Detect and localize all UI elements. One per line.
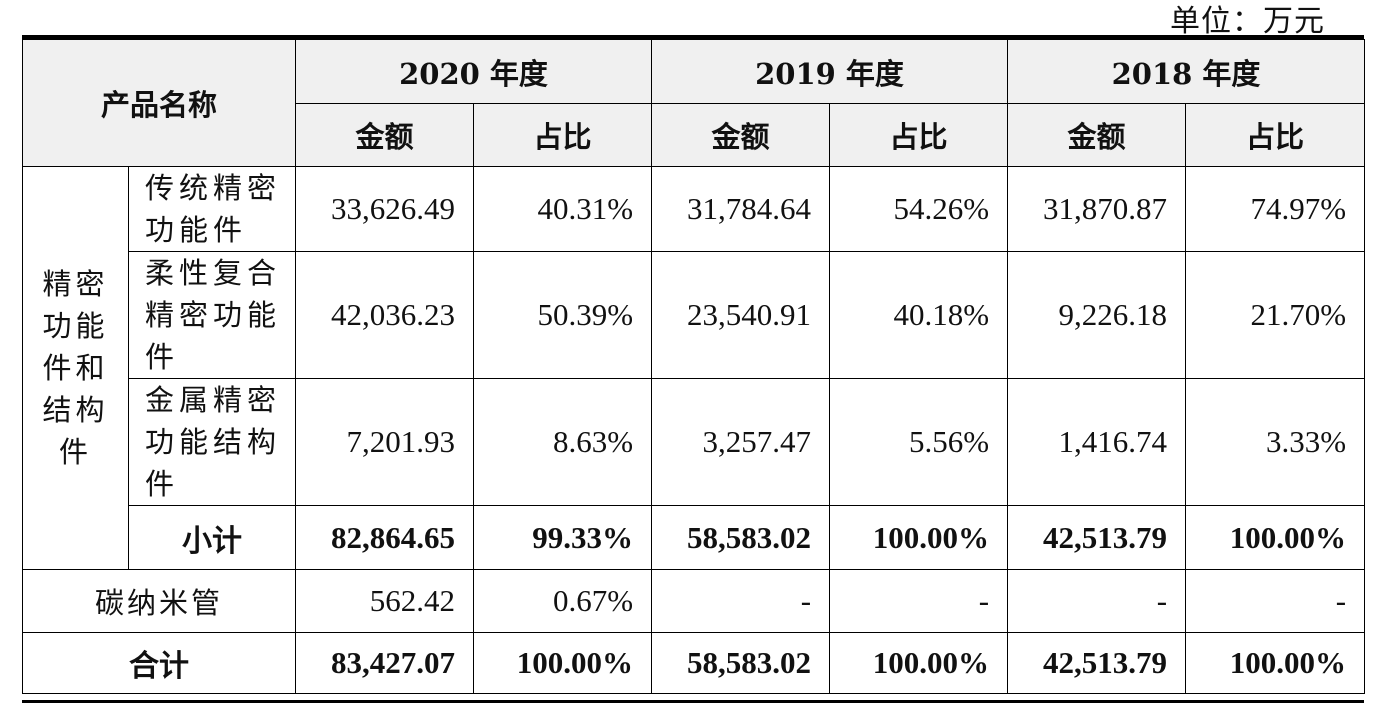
amount-2018-cell: 1,416.74 [1007,378,1187,506]
unit-label: 单位：万元 [1170,4,1325,39]
ratio-2020-cell: 100.00% [473,632,653,694]
amount-2018-cell: - [1007,569,1187,633]
ratio-2020-cell: 0.67% [473,569,653,633]
amount-2019-cell: 58,583.02 [651,505,831,570]
ratio-2018-cell: 74.97% [1185,166,1366,252]
total-row: 合计 83,427.07 100.00% 58,583.02 100.00% 4… [21,632,1366,694]
ratio-2018-cell: 3.33% [1185,378,1366,506]
amount-header-2019: 金额 [651,103,831,167]
ratio-2018-cell: 21.70% [1185,251,1366,379]
ratio-2019-cell: 54.26% [829,166,1009,252]
amount-2020-cell: 33,626.49 [295,166,475,252]
ratio-2018-cell: 100.00% [1185,632,1366,694]
amount-2019-cell: - [651,569,831,633]
amount-header-2020: 金额 [295,103,475,167]
year-header-2018: 2018 年度 [1007,39,1366,104]
amount-2020-cell: 82,864.65 [295,505,475,570]
ratio-2020-cell: 40.31% [473,166,653,252]
ratio-2019-cell: 100.00% [829,505,1009,570]
ratio-2019-cell: 40.18% [829,251,1009,379]
revenue-by-product-table: 产品名称 2020 年度 2019 年度 2018 年度 金额 占比 金额 占比… [21,39,1366,694]
year-header-2020: 2020 年度 [295,39,653,104]
header-row-metrics: 金额 占比 金额 占比 金额 占比 [23,103,1366,167]
amount-2019-cell: 31,784.64 [651,166,831,252]
ratio-2019-cell: 5.56% [829,378,1009,506]
ratio-2020-cell: 50.39% [473,251,653,379]
amount-2018-cell: 42,513.79 [1007,505,1187,570]
ratio-2020-cell: 8.63% [473,378,653,506]
ratio-2019-cell: - [829,569,1009,633]
header-row-years: 产品名称 2020 年度 2019 年度 2018 年度 [21,39,1366,167]
carbon-nanotube-label: 碳纳米管 [21,569,297,633]
ratio-2020-cell: 99.33% [473,505,653,570]
table-bottom-rule [22,700,1364,703]
ratio-header-2020: 占比 [473,103,653,167]
ratio-header-2019: 占比 [829,103,1009,167]
amount-header-2018: 金额 [1007,103,1187,167]
amount-2018-cell: 42,513.79 [1007,632,1187,694]
amount-2019-cell: 3,257.47 [651,378,831,506]
amount-2020-cell: 7,201.93 [295,378,475,506]
amount-2020-cell: 83,427.07 [295,632,475,694]
product-name-cell: 柔性复合精密功能件 [127,251,297,379]
amount-2018-cell: 9,226.18 [1007,251,1187,379]
amount-2019-cell: 58,583.02 [651,632,831,694]
subtotal-row: 小计 82,864.65 99.33% 58,583.02 100.00% 42… [23,505,1366,570]
table-row: 精密功能件和结构件 传统精密功能件 33,626.49 40.31% 31,78… [22,166,1366,570]
amount-2018-cell: 31,870.87 [1007,166,1187,252]
ratio-2018-cell: - [1185,569,1366,633]
year-header-2019: 2019 年度 [651,39,1009,104]
amount-2020-cell: 562.42 [295,569,475,633]
amount-2019-cell: 23,540.91 [651,251,831,379]
amount-2020-cell: 42,036.23 [295,251,475,379]
table-row: 金属精密功能结构件 7,201.93 8.63% 3,257.47 5.56% … [23,378,1366,506]
table-row: 柔性复合精密功能件 42,036.23 50.39% 23,540.91 40.… [23,251,1366,379]
product-name-cell: 金属精密功能结构件 [127,378,297,506]
total-label: 合计 [21,632,297,694]
ratio-header-2018: 占比 [1185,103,1366,167]
ratio-2019-cell: 100.00% [829,632,1009,694]
ratio-2018-cell: 100.00% [1185,505,1366,570]
category-cell: 精密功能件和结构件 [22,166,129,570]
product-name-header: 产品名称 [21,39,297,167]
subtotal-label: 小计 [127,505,297,570]
product-name-cell: 传统精密功能件 [127,166,297,252]
table-top-rule [22,35,1364,39]
carbon-nanotube-row: 碳纳米管 562.42 0.67% - - - - [21,569,1366,633]
